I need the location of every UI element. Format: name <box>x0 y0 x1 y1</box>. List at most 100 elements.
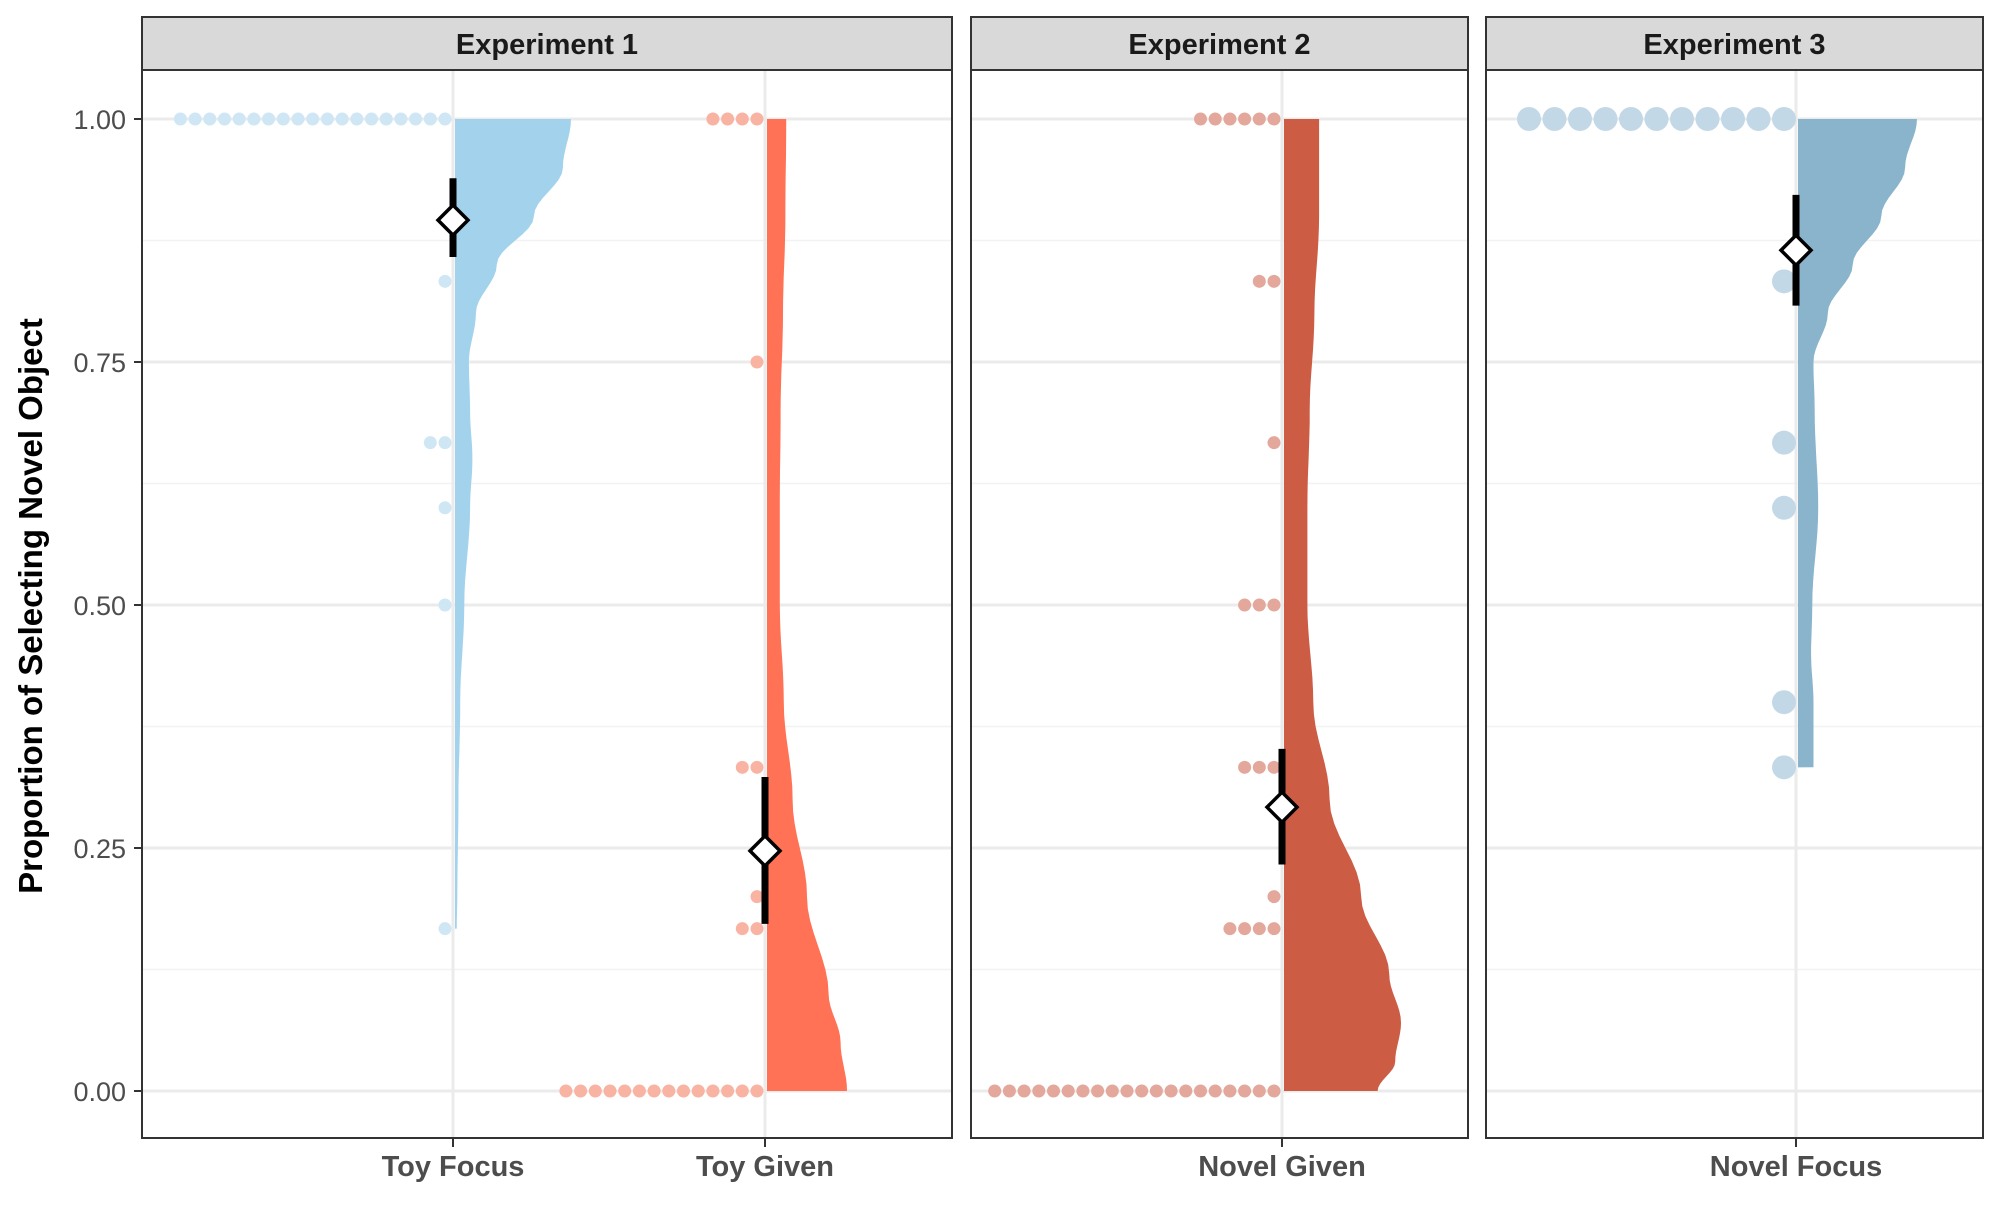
data-point <box>1076 1084 1090 1098</box>
data-point <box>1267 1084 1281 1098</box>
data-point <box>1267 436 1281 450</box>
x-tick-label: Novel Focus <box>1710 1151 1882 1183</box>
data-point <box>1772 755 1796 780</box>
mean-marker <box>1264 789 1300 825</box>
data-point <box>1644 107 1669 131</box>
data-point <box>735 1084 749 1098</box>
data-point <box>1267 890 1281 904</box>
data-point <box>438 501 452 515</box>
data-point <box>1238 112 1252 126</box>
x-tick-label: Toy Given <box>696 1151 834 1183</box>
data-point <box>1252 760 1266 774</box>
data-point <box>632 1084 646 1098</box>
data-point <box>423 436 437 450</box>
data-point <box>750 922 764 936</box>
data-point <box>1542 107 1567 131</box>
data-point <box>438 112 452 126</box>
data-point <box>1252 1084 1266 1098</box>
panel-border <box>141 69 953 1139</box>
mean-marker <box>435 202 471 238</box>
data-point <box>750 112 764 126</box>
density-half-violin <box>1798 119 1917 768</box>
data-point <box>735 922 749 936</box>
data-point <box>1032 1084 1046 1098</box>
data-point <box>365 112 378 126</box>
data-point <box>218 112 231 126</box>
panel-1: Experiment 1 Toy Focus Toy Given <box>141 16 953 1183</box>
data-point <box>1061 1084 1075 1098</box>
data-point <box>247 112 261 126</box>
data-point <box>306 112 320 126</box>
data-point <box>1017 1084 1031 1098</box>
data-point <box>1267 760 1281 774</box>
data-point <box>1120 1084 1134 1098</box>
data-point <box>1252 274 1266 288</box>
data-point <box>1267 112 1281 126</box>
y-axis-title: Proportion of Selecting Novel Object <box>12 318 49 894</box>
data-point <box>379 112 393 126</box>
data-point <box>394 112 408 126</box>
data-point <box>1105 1084 1119 1098</box>
data-point <box>423 112 437 126</box>
data-point <box>750 760 764 774</box>
data-point <box>1223 112 1237 126</box>
data-point <box>1772 690 1796 715</box>
data-point <box>988 1084 1002 1098</box>
data-point <box>1772 107 1796 131</box>
data-point <box>1746 107 1771 131</box>
facet-title: Experiment 3 <box>1643 29 1825 61</box>
facet-title: Experiment 1 <box>456 29 638 61</box>
data-point <box>1223 1084 1237 1098</box>
data-point <box>677 1084 690 1098</box>
data-point <box>574 1084 588 1098</box>
density-half-violin <box>455 119 571 929</box>
y-tick-label: 0.50 <box>73 591 126 621</box>
data-point <box>1238 760 1252 774</box>
data-point <box>188 112 202 126</box>
data-point <box>291 112 305 126</box>
data-point <box>1238 598 1252 612</box>
x-tick-label: Novel Given <box>1198 1151 1366 1183</box>
data-point <box>1593 107 1618 131</box>
data-point <box>1002 1084 1016 1098</box>
data-point <box>1267 922 1281 936</box>
data-point <box>438 436 452 450</box>
data-point <box>350 112 364 126</box>
data-point <box>1238 1084 1252 1098</box>
data-point <box>706 1084 720 1098</box>
group-novel-given: Novel Given <box>988 112 1401 1183</box>
data-point <box>750 355 764 369</box>
data-point <box>203 112 217 126</box>
data-point <box>1238 922 1252 936</box>
data-point <box>1252 598 1266 612</box>
data-point <box>1267 598 1281 612</box>
group-toy-given: Toy Given <box>559 112 847 1183</box>
data-point <box>1619 107 1643 131</box>
data-point <box>721 112 735 126</box>
data-point <box>1091 1084 1105 1098</box>
data-point <box>1208 1084 1222 1098</box>
data-point <box>588 1084 602 1098</box>
data-point <box>438 922 452 936</box>
facet-strip <box>970 16 1469 71</box>
data-point <box>1695 107 1720 131</box>
facet-strip <box>1485 16 1984 71</box>
data-point <box>276 112 290 126</box>
data-point <box>706 112 720 126</box>
data-point <box>1149 1084 1163 1098</box>
group-toy-focus: Toy Focus <box>173 112 571 1183</box>
panel-border <box>1485 69 1984 1139</box>
group-novel-focus: Novel Focus <box>1517 107 1917 1183</box>
data-point <box>438 274 452 288</box>
data-point <box>750 890 764 904</box>
data-point <box>1194 112 1207 126</box>
data-point <box>1772 269 1796 294</box>
mean-marker <box>747 833 783 869</box>
data-point <box>647 1084 661 1098</box>
data-point <box>1179 1084 1193 1098</box>
panel-border <box>970 69 1469 1139</box>
data-point <box>1047 1084 1060 1098</box>
data-point <box>1772 430 1796 455</box>
data-point <box>750 1084 764 1098</box>
